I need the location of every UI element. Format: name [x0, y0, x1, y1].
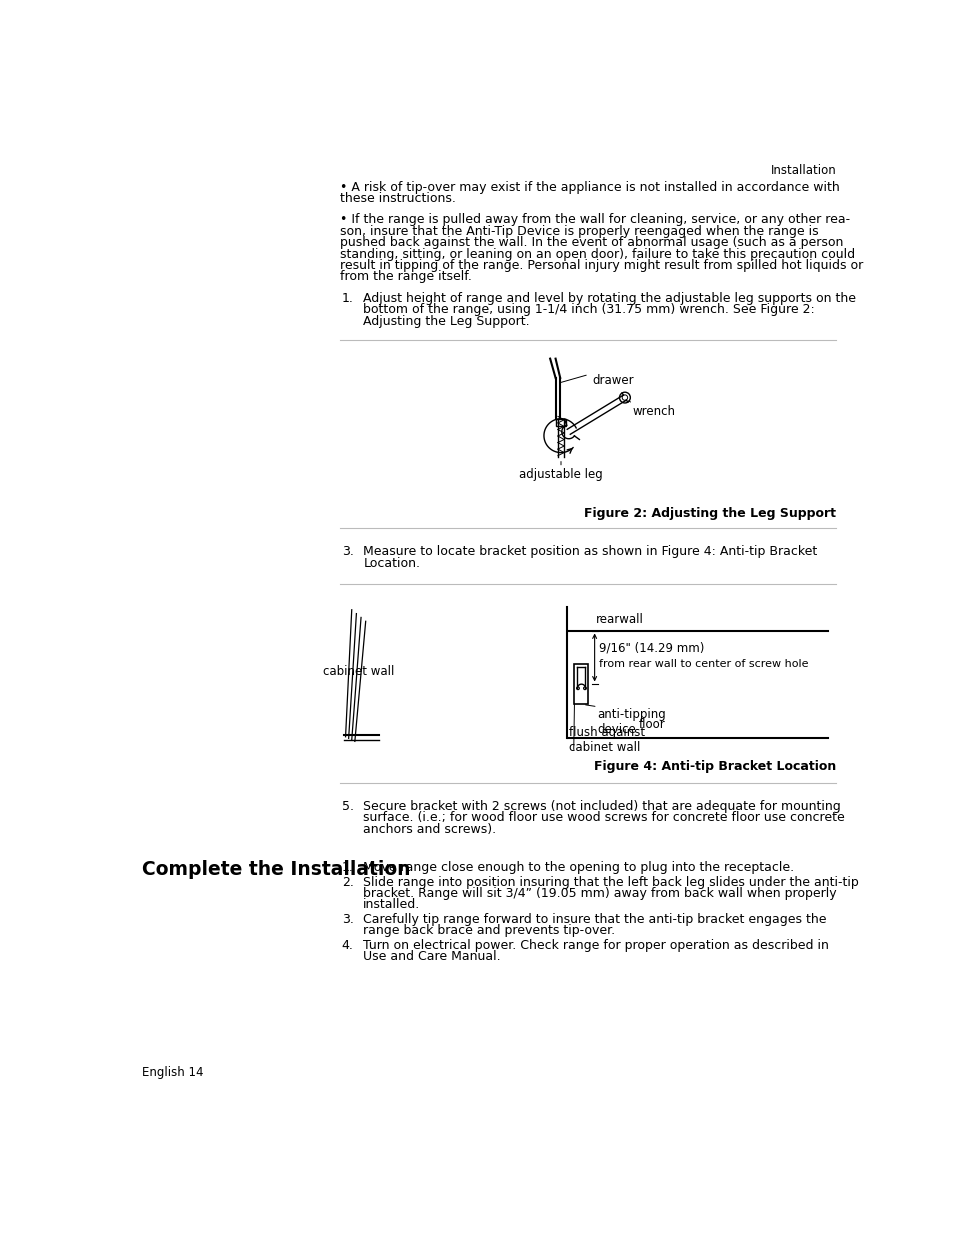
Bar — [574, 664, 588, 704]
Text: result in tipping of the range. Personal injury might result from spilled hot li: result in tipping of the range. Personal… — [340, 259, 862, 272]
Text: rearwall: rearwall — [595, 613, 642, 626]
Text: 3.: 3. — [341, 913, 354, 926]
Text: Installation: Installation — [770, 163, 835, 177]
Text: • If the range is pulled away from the wall for cleaning, service, or any other : • If the range is pulled away from the w… — [340, 214, 849, 226]
Text: Figure 2: Adjusting the Leg Support: Figure 2: Adjusting the Leg Support — [583, 506, 835, 520]
Text: English 14: English 14 — [142, 1066, 203, 1079]
Text: flush against
cabinet wall: flush against cabinet wall — [568, 726, 644, 753]
Text: 1.: 1. — [341, 861, 354, 874]
Text: from the range itself.: from the range itself. — [340, 270, 472, 283]
Text: Turn on electrical power. Check range for proper operation as described in: Turn on electrical power. Check range fo… — [363, 939, 828, 952]
Text: Adjust height of range and level by rotating the adjustable leg supports on the: Adjust height of range and level by rota… — [363, 291, 856, 305]
Text: from rear wall to center of screw hole: from rear wall to center of screw hole — [598, 659, 808, 669]
Text: cabinet wall: cabinet wall — [323, 664, 394, 678]
Text: bottom of the range, using 1-1/4 inch (31.75 mm) wrench. See Figure 2:: bottom of the range, using 1-1/4 inch (3… — [363, 303, 814, 316]
Text: drawer: drawer — [592, 374, 633, 387]
Text: Location.: Location. — [363, 557, 420, 569]
Text: Figure 4: Anti-tip Bracket Location: Figure 4: Anti-tip Bracket Location — [594, 760, 835, 773]
Text: Adjusting the Leg Support.: Adjusting the Leg Support. — [363, 315, 530, 327]
Text: son, insure that the Anti-Tip Device is properly reengaged when the range is: son, insure that the Anti-Tip Device is … — [340, 225, 818, 238]
Text: 9/16" (14.29 mm): 9/16" (14.29 mm) — [598, 641, 704, 655]
Text: installed.: installed. — [363, 898, 420, 911]
Text: Move range close enough to the opening to plug into the receptacle.: Move range close enough to the opening t… — [363, 861, 794, 874]
Text: Carefully tip range forward to insure that the anti-tip bracket engages the: Carefully tip range forward to insure th… — [363, 913, 826, 926]
Text: Complete the Installation: Complete the Installation — [142, 861, 410, 879]
Text: 1.: 1. — [341, 291, 354, 305]
Text: • A risk of tip-over may exist if the appliance is not installed in accordance w: • A risk of tip-over may exist if the ap… — [340, 180, 839, 194]
Text: Slide range into position insuring that the left back leg slides under the anti-: Slide range into position insuring that … — [363, 876, 859, 888]
Text: range back brace and prevents tip-over.: range back brace and prevents tip-over. — [363, 924, 615, 937]
Text: standing, sitting, or leaning on an open door), failure to take this precaution : standing, sitting, or leaning on an open… — [340, 247, 854, 261]
Text: these instructions.: these instructions. — [340, 191, 456, 205]
Text: 4.: 4. — [341, 939, 354, 952]
FancyBboxPatch shape — [555, 419, 566, 426]
Text: anchors and screws).: anchors and screws). — [363, 823, 496, 836]
Text: 5.: 5. — [341, 800, 354, 813]
Text: anti-tipping
device: anti-tipping device — [598, 709, 666, 736]
Text: wrench: wrench — [632, 405, 675, 419]
Text: Measure to locate bracket position as shown in Figure 4: Anti-tip Bracket: Measure to locate bracket position as sh… — [363, 546, 817, 558]
Text: Secure bracket with 2 screws (not included) that are adequate for mounting: Secure bracket with 2 screws (not includ… — [363, 800, 841, 813]
Text: pushed back against the wall. In the event of abnormal usage (such as a person: pushed back against the wall. In the eve… — [340, 236, 842, 249]
Text: adjustable leg: adjustable leg — [518, 468, 602, 480]
Text: bracket. Range will sit 3/4” (19.05 mm) away from back wall when properly: bracket. Range will sit 3/4” (19.05 mm) … — [363, 887, 836, 900]
Text: surface. (i.e.; for wood floor use wood screws for concrete floor use concrete: surface. (i.e.; for wood floor use wood … — [363, 811, 844, 824]
Text: floor: floor — [639, 718, 665, 731]
Text: Use and Care Manual.: Use and Care Manual. — [363, 950, 500, 963]
Text: 2.: 2. — [341, 876, 354, 888]
Text: 3.: 3. — [341, 546, 354, 558]
